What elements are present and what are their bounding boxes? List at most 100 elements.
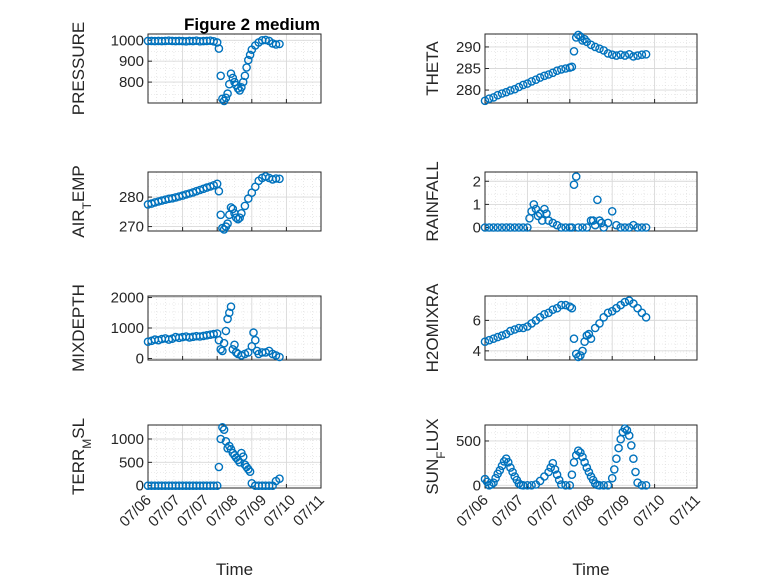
data-point bbox=[510, 223, 520, 232]
data-point bbox=[503, 457, 513, 467]
data-point bbox=[523, 223, 532, 232]
data-point bbox=[209, 37, 218, 46]
data-point bbox=[510, 84, 520, 94]
data-point bbox=[620, 223, 630, 232]
y-tick-label: 290 bbox=[456, 39, 481, 56]
data-point bbox=[518, 323, 528, 333]
data-point bbox=[620, 297, 630, 307]
data-point bbox=[554, 475, 564, 485]
axes-box bbox=[147, 33, 322, 104]
data-point bbox=[228, 73, 238, 83]
x-tick-label: 07/07 bbox=[489, 492, 528, 531]
data-point bbox=[527, 480, 536, 490]
data-point bbox=[510, 325, 520, 334]
data-point bbox=[567, 62, 577, 72]
data-point bbox=[501, 223, 511, 232]
data-point bbox=[212, 481, 222, 491]
data-point bbox=[219, 338, 229, 348]
x-tick-label: 07/10 bbox=[260, 492, 299, 531]
data-point bbox=[264, 481, 274, 491]
data-point bbox=[535, 476, 545, 486]
data-point bbox=[495, 465, 505, 475]
data-point bbox=[209, 481, 218, 491]
data-point bbox=[247, 341, 257, 351]
data-point bbox=[245, 467, 255, 477]
data-point bbox=[633, 51, 642, 60]
data-point bbox=[548, 218, 558, 228]
data-point bbox=[557, 480, 566, 489]
data-point bbox=[580, 34, 589, 44]
data-point bbox=[574, 223, 583, 232]
y-tick-label: 500 bbox=[119, 454, 144, 471]
data-point bbox=[506, 326, 515, 336]
data-point bbox=[484, 335, 494, 345]
data-point bbox=[610, 465, 619, 474]
data-point bbox=[548, 68, 558, 78]
y-axis-label: SUNFLUX bbox=[423, 418, 448, 494]
x-tick-label: 07/07 bbox=[524, 492, 563, 531]
data-point bbox=[224, 308, 234, 318]
y-axis-label: MIXDEPTH bbox=[69, 284, 88, 372]
data-point bbox=[275, 174, 284, 184]
data-point bbox=[574, 446, 583, 456]
data-point bbox=[245, 50, 255, 60]
data-point bbox=[275, 474, 284, 484]
data-point bbox=[641, 223, 651, 232]
data-point bbox=[214, 186, 224, 196]
data-point bbox=[576, 448, 585, 457]
data-point bbox=[491, 473, 500, 483]
data-point bbox=[523, 79, 532, 88]
data-point bbox=[614, 443, 623, 453]
data-point bbox=[612, 220, 621, 230]
data-point bbox=[489, 478, 498, 488]
y-tick-label: 2000 bbox=[111, 290, 144, 307]
data-point bbox=[533, 211, 543, 221]
data-point bbox=[250, 335, 260, 345]
data-point bbox=[557, 223, 566, 232]
data-point bbox=[221, 326, 231, 336]
data-point bbox=[620, 51, 630, 60]
data-point bbox=[218, 422, 227, 432]
data-point bbox=[622, 425, 632, 435]
data-point bbox=[574, 30, 583, 40]
y-tick-label: 0 bbox=[473, 477, 481, 494]
data-point bbox=[231, 213, 241, 222]
data-point bbox=[489, 93, 498, 102]
x-tick-label: 07/07 bbox=[174, 492, 213, 531]
data-point bbox=[561, 480, 570, 490]
y-axis-label: RAINFALL bbox=[423, 161, 442, 241]
data-point bbox=[261, 35, 270, 45]
y-tick-label: 0 bbox=[473, 220, 481, 237]
data-point bbox=[489, 223, 498, 232]
data-point bbox=[216, 434, 225, 444]
data-point bbox=[223, 219, 232, 228]
x-tick-label: 07/08 bbox=[203, 492, 242, 531]
data-point bbox=[271, 174, 281, 183]
data-point bbox=[214, 462, 224, 472]
data-point bbox=[569, 47, 579, 56]
data-point bbox=[209, 329, 218, 339]
data-point bbox=[497, 223, 507, 232]
data-point bbox=[595, 480, 604, 490]
y-tick-label: 0 bbox=[136, 350, 144, 367]
data-point bbox=[631, 467, 640, 477]
data-point bbox=[603, 49, 613, 58]
data-point bbox=[569, 457, 579, 467]
data-point bbox=[612, 454, 621, 464]
data-point bbox=[540, 309, 549, 319]
data-point bbox=[637, 308, 647, 318]
data-point bbox=[497, 331, 507, 340]
x-tick-label: 07/06 bbox=[453, 492, 492, 531]
data-point bbox=[228, 204, 238, 214]
figure-title: Figure 2 medium bbox=[184, 15, 320, 34]
data-point bbox=[501, 87, 511, 97]
data-point bbox=[544, 70, 553, 79]
y-axis-label: THETA bbox=[423, 41, 442, 96]
data-point bbox=[595, 216, 604, 225]
data-point bbox=[599, 223, 609, 232]
data-point bbox=[552, 66, 562, 75]
y-tick-label: 0 bbox=[136, 478, 144, 495]
data-point bbox=[590, 323, 600, 333]
data-point bbox=[565, 302, 575, 312]
data-point bbox=[529, 200, 539, 209]
